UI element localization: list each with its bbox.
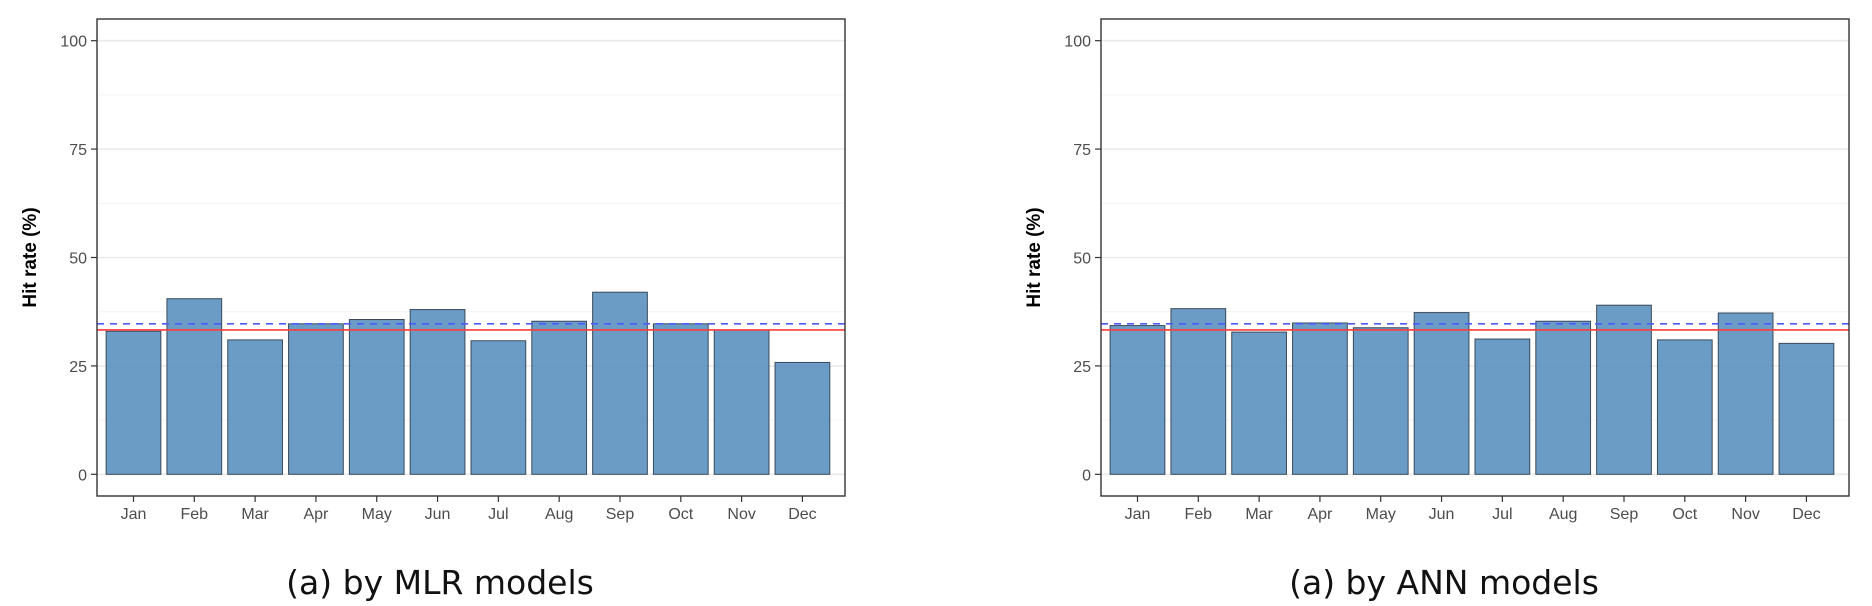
- bar-jul: [1474, 338, 1531, 475]
- bar-aug: [1535, 320, 1592, 475]
- x-tick-label-dec: Dec: [1792, 506, 1820, 523]
- y-axis-title: Hit rate (%): [20, 207, 41, 307]
- x-tick-label-jul: Jul: [488, 506, 508, 523]
- x-tick-label-jun: Jun: [425, 506, 451, 523]
- x-tick-label-aug: Aug: [1549, 506, 1577, 523]
- x-tick-label-mar: Mar: [1245, 506, 1273, 523]
- mlr-hit-rate-chart: 0 25 50 75 100 Jan Feb Mar Apr May Jun Jul Aug Sep Oct…: [20, 18, 846, 602]
- y-tick-label: 75: [69, 142, 87, 159]
- bar-sep: [592, 291, 648, 475]
- y-tick-label: 25: [1073, 359, 1091, 376]
- bar-sep: [1596, 304, 1652, 475]
- x-tick-label-feb: Feb: [181, 506, 209, 523]
- x-tick-label-feb: Feb: [1185, 506, 1213, 523]
- x-tick-label-jan: Jan: [121, 506, 147, 523]
- x-tick-label-may: May: [1366, 506, 1396, 523]
- x-tick-label-nov: Nov: [1731, 506, 1759, 523]
- y-tick-label: 25: [69, 359, 87, 376]
- bar-mar: [1231, 331, 1287, 475]
- x-tick-label-oct: Oct: [1672, 506, 1697, 523]
- bar-apr: [288, 323, 344, 475]
- x-tick-label-nov: Nov: [727, 506, 755, 523]
- y-tick-label: 75: [1073, 142, 1091, 159]
- bar-aug: [531, 320, 588, 475]
- x-tick-label-jan: Jan: [1125, 506, 1151, 523]
- bar-jul: [470, 340, 527, 475]
- y-tick-label: 100: [60, 34, 87, 51]
- bar-nov: [1717, 312, 1774, 475]
- x-tick-label-dec: Dec: [788, 506, 816, 523]
- bar-nov: [713, 329, 770, 475]
- x-tick-label-aug: Aug: [545, 506, 573, 523]
- bar-jun: [409, 309, 466, 475]
- x-tick-label-may: May: [362, 506, 392, 523]
- x-tick-label-mar: Mar: [241, 506, 269, 523]
- y-tick-label: 0: [1082, 467, 1091, 484]
- bar-dec: [1778, 342, 1835, 475]
- bar-may: [1352, 327, 1409, 475]
- bar-feb: [1170, 308, 1227, 475]
- bar-feb: [166, 298, 223, 475]
- x-tick-label-sep: Sep: [1610, 506, 1639, 523]
- panel-caption: (a) by ANN models: [1289, 563, 1599, 602]
- y-axis-title: Hit rate (%): [1024, 207, 1045, 307]
- x-tick-label-apr: Apr: [1307, 506, 1333, 523]
- y-tick-label: 0: [78, 467, 87, 484]
- panel-caption: (a) by MLR models: [286, 563, 594, 602]
- bar-jun: [1413, 312, 1470, 475]
- bar-apr: [1292, 322, 1348, 475]
- bar-may: [348, 319, 405, 475]
- y-tick-label: 100: [1064, 34, 1091, 51]
- bar-jan: [1109, 325, 1166, 475]
- bar-jan: [105, 330, 162, 475]
- y-tick-label: 50: [1073, 251, 1091, 268]
- x-tick-label-oct: Oct: [668, 506, 693, 523]
- x-tick-label-sep: Sep: [606, 506, 635, 523]
- bar-oct: [1656, 339, 1713, 475]
- bar-oct: [652, 323, 709, 475]
- x-tick-label-jun: Jun: [1429, 506, 1455, 523]
- ann-hit-rate-chart: 0 25 50 75 100 Jan Feb Mar Apr May Jun Jul Aug Sep Oct…: [1024, 18, 1850, 602]
- y-tick-label: 50: [69, 251, 87, 268]
- x-tick-label-apr: Apr: [303, 506, 329, 523]
- x-tick-label-jul: Jul: [1492, 506, 1512, 523]
- bar-mar: [227, 339, 283, 475]
- bar-dec: [774, 361, 831, 475]
